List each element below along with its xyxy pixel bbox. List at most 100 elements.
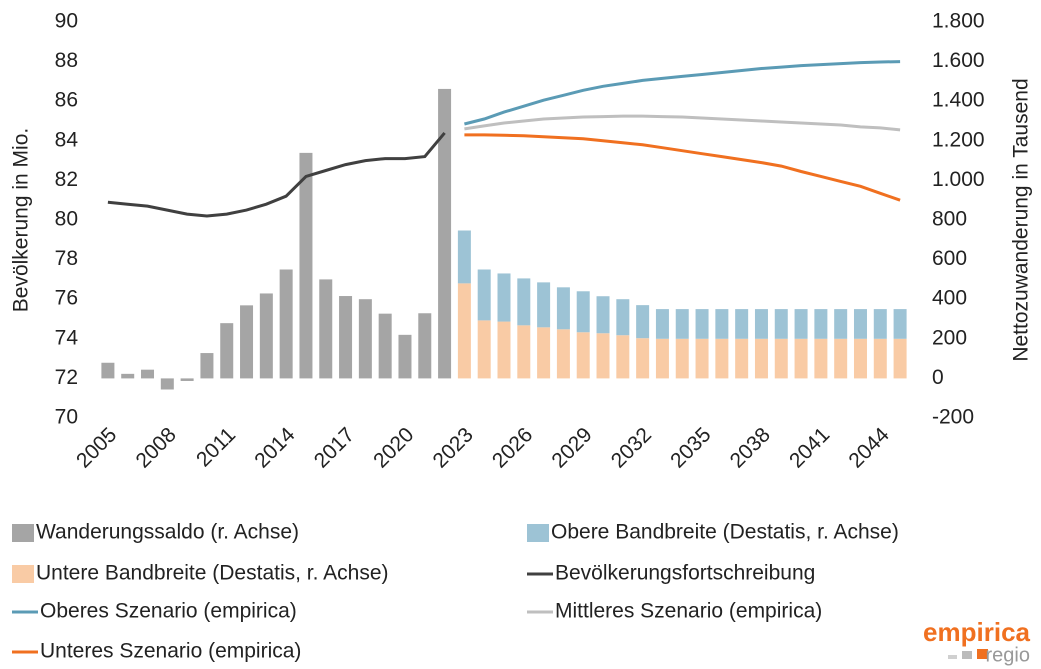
- bar: [893, 309, 907, 339]
- y2-axis-title: Nettozuwanderung in Tausend: [1010, 78, 1033, 361]
- y-tick-label: 72: [55, 366, 78, 389]
- y2-tick-label: 200: [932, 326, 967, 349]
- bar: [240, 305, 254, 379]
- legend-label: Obere Bandbreite (Destatis, r. Achse): [551, 521, 899, 544]
- line: [464, 114, 901, 132]
- y-tick-label: 80: [55, 208, 78, 231]
- bar: [200, 353, 214, 379]
- bar: [774, 309, 788, 339]
- bar: [121, 373, 135, 379]
- y-tick-label: 78: [55, 247, 78, 270]
- y-tick-label: 90: [55, 10, 78, 33]
- bar: [754, 309, 768, 339]
- bar: [299, 152, 313, 379]
- logo-block: [977, 649, 988, 659]
- line: [464, 60, 901, 126]
- x-tick-label: 2023: [429, 423, 478, 472]
- legend-label: Unteres Szenario (empirica): [40, 640, 301, 663]
- bar: [398, 334, 412, 379]
- y2-tick-label: 1.600: [932, 49, 985, 72]
- legend-swatch: [527, 524, 549, 542]
- brand-sub: regio: [986, 644, 1030, 666]
- y-tick-label: 74: [55, 326, 79, 349]
- bar: [754, 338, 768, 379]
- bar: [873, 338, 887, 379]
- logo-block: [962, 651, 972, 659]
- bar: [339, 296, 353, 379]
- legend-swatch: [12, 524, 34, 542]
- legend-label: Bevölkerungsfortschreibung: [555, 562, 815, 585]
- bar: [160, 378, 174, 390]
- bar: [576, 291, 590, 333]
- bar: [794, 338, 808, 379]
- bar: [695, 309, 709, 339]
- bar: [576, 332, 590, 379]
- bar: [477, 320, 491, 379]
- bar: [259, 293, 273, 379]
- bar: [636, 338, 650, 379]
- bar: [814, 338, 828, 379]
- bar: [675, 338, 689, 379]
- y2-tick-label: 1.400: [932, 89, 985, 112]
- y-tick-label: 88: [55, 49, 78, 72]
- bar: [735, 338, 749, 379]
- bar: [220, 323, 234, 379]
- bar: [477, 269, 491, 321]
- y2-tick-label: -200: [932, 406, 974, 429]
- y2-tick-label: 1.200: [932, 128, 985, 151]
- y2-tick-label: 1.000: [932, 168, 985, 191]
- bar: [497, 273, 511, 322]
- bar: [616, 335, 630, 379]
- x-tick-label: 2029: [547, 423, 596, 472]
- bar: [853, 338, 867, 379]
- y-tick-label: 76: [55, 287, 78, 310]
- bar: [517, 325, 531, 379]
- x-tick-label: 2017: [310, 423, 359, 472]
- bar: [101, 362, 115, 379]
- x-tick-label: 2014: [250, 423, 300, 473]
- legend-label: Untere Bandbreite (Destatis, r. Achse): [36, 562, 389, 585]
- bar: [853, 309, 867, 339]
- bar: [715, 309, 729, 339]
- bar: [596, 333, 610, 379]
- x-tick-label: 2005: [72, 423, 121, 472]
- bar: [319, 279, 333, 379]
- bar: [517, 278, 531, 326]
- bar: [537, 327, 551, 379]
- bar: [893, 338, 907, 379]
- y-tick-label: 70: [55, 406, 78, 429]
- bar: [279, 269, 293, 379]
- bar: [358, 299, 372, 379]
- bar: [457, 230, 471, 284]
- bar: [556, 287, 570, 330]
- bar: [873, 309, 887, 339]
- x-tick-label: 2044: [844, 423, 894, 473]
- bar: [814, 309, 828, 339]
- y-tick-label: 82: [55, 168, 78, 191]
- y2-tick-label: 400: [932, 287, 967, 310]
- bar: [774, 338, 788, 379]
- y2-tick-label: 600: [932, 247, 967, 270]
- bar: [655, 309, 669, 339]
- bar: [675, 309, 689, 339]
- brand: empirica: [923, 617, 1030, 647]
- y2-tick-label: 0: [932, 366, 944, 389]
- bar: [537, 282, 551, 328]
- bar: [834, 309, 848, 339]
- bar: [180, 378, 194, 381]
- legend-label: Oberes Szenario (empirica): [40, 600, 297, 623]
- x-tick-label: 2026: [488, 423, 537, 472]
- bar: [636, 305, 650, 339]
- x-tick-label: 2032: [607, 423, 656, 472]
- bar: [141, 369, 155, 379]
- line: [107, 131, 446, 218]
- x-tick-label: 2038: [726, 423, 775, 472]
- bar: [794, 309, 808, 339]
- bar: [616, 299, 630, 336]
- bar: [735, 309, 749, 339]
- y-axis-title: Bevölkerung in Mio.: [10, 128, 33, 312]
- y2-tick-label: 1.800: [932, 10, 985, 33]
- y-tick-label: 84: [55, 128, 79, 151]
- y2-tick-label: 800: [932, 208, 967, 231]
